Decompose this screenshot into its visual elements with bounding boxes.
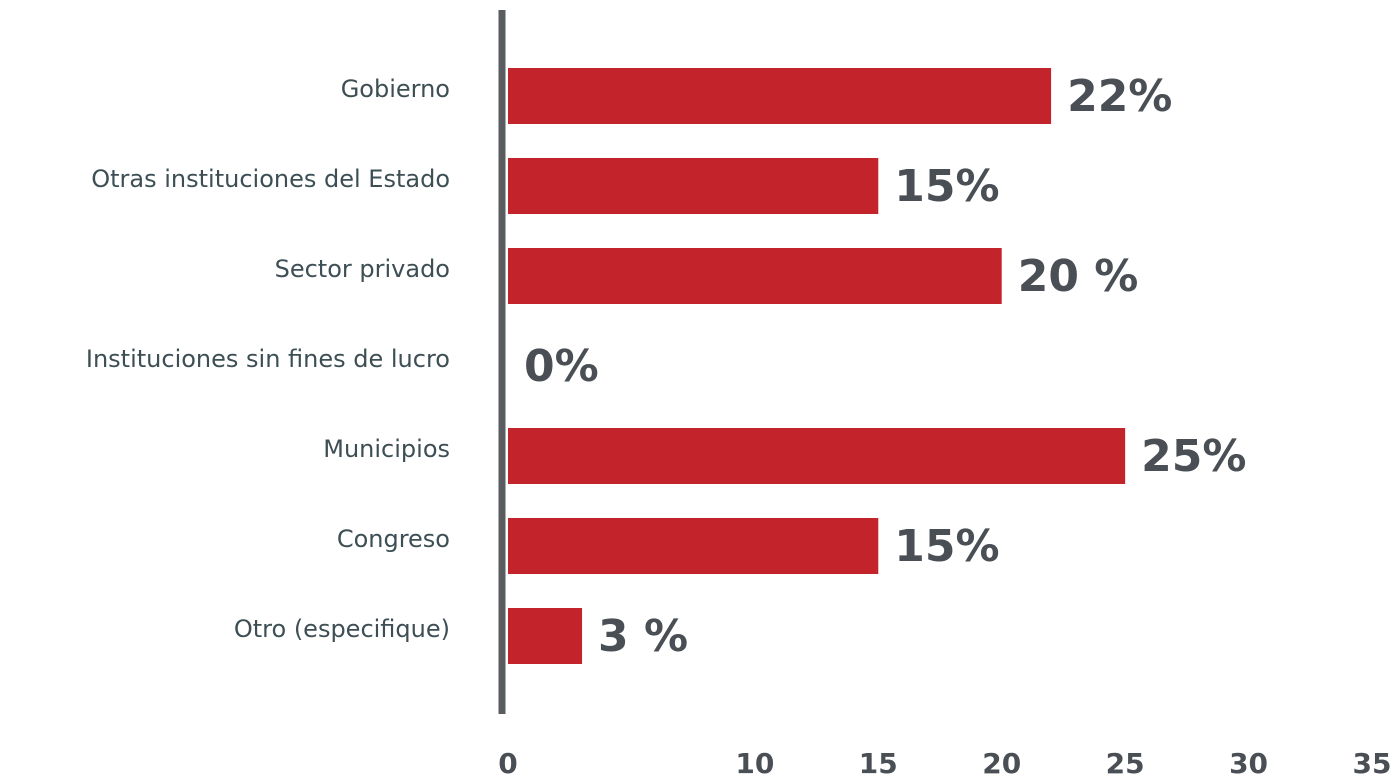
bar xyxy=(508,248,1002,304)
x-tick-label: 15 xyxy=(859,747,898,780)
category-label: Otras instituciones del Estado xyxy=(91,165,450,193)
bar xyxy=(508,518,879,574)
value-label: 3 % xyxy=(598,611,688,662)
x-tick-label: 35 xyxy=(1353,747,1392,780)
value-label: 15% xyxy=(894,161,999,212)
bar xyxy=(508,428,1126,484)
bar xyxy=(508,158,879,214)
x-tick-label: 20 xyxy=(982,747,1021,780)
bar xyxy=(508,608,583,664)
category-label: Gobierno xyxy=(341,75,450,103)
category-label: Municipios xyxy=(323,435,450,463)
category-label: Otro (especifique) xyxy=(234,615,450,643)
value-label: 15% xyxy=(894,521,999,572)
value-label: 20 % xyxy=(1018,251,1139,302)
bar xyxy=(508,68,1052,124)
x-tick-label: 25 xyxy=(1106,747,1145,780)
value-label: 22% xyxy=(1067,71,1172,122)
value-label: 0% xyxy=(524,341,599,392)
x-tick-label: 0 xyxy=(498,747,517,780)
x-tick-label: 10 xyxy=(735,747,774,780)
category-label: Instituciones sin fines de lucro xyxy=(86,345,450,373)
category-label: Congreso xyxy=(337,525,450,553)
value-label: 25% xyxy=(1141,431,1246,482)
x-tick-label: 30 xyxy=(1229,747,1268,780)
category-label: Sector privado xyxy=(275,255,450,283)
